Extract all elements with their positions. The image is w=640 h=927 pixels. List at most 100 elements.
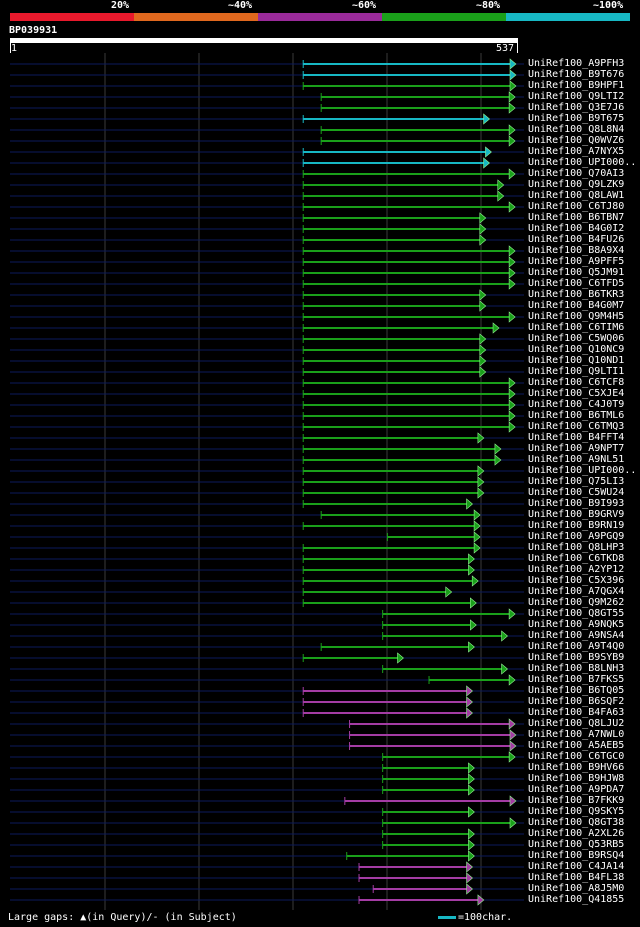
- hit-label[interactable]: UniRef100_A7NYX5: [528, 146, 625, 157]
- hit-label[interactable]: UniRef100_Q8LAW1: [528, 190, 625, 201]
- hit-label[interactable]: UniRef100_Q8L8N4: [528, 124, 625, 135]
- hit-label[interactable]: UniRef100_B9RN19: [528, 520, 625, 531]
- hit-label[interactable]: UniRef100_A9NSA4: [528, 630, 625, 641]
- hit-label[interactable]: UniRef100_B4G0I2: [528, 223, 625, 234]
- hit-label[interactable]: UniRef100_A9NPT7: [528, 443, 625, 454]
- hit-label[interactable]: UniRef100_B9HPF1: [528, 80, 625, 91]
- hit-label[interactable]: UniRef100_Q9LZK9: [528, 179, 625, 190]
- hit-label[interactable]: UniRef100_C6TCF8: [528, 377, 625, 388]
- hit-label[interactable]: UniRef100_B9HJW8: [528, 773, 625, 784]
- hit-arrow: [508, 674, 516, 686]
- hit-label[interactable]: UniRef100_B9T675: [528, 113, 625, 124]
- hit-label[interactable]: UniRef100_B9I993: [528, 498, 625, 509]
- hit-label[interactable]: UniRef100_C5X396: [528, 575, 625, 586]
- hit-label[interactable]: UniRef100_B4FFT4: [528, 432, 625, 443]
- hit-label[interactable]: UniRef100_C6TJ80: [528, 201, 625, 212]
- hit-label[interactable]: UniRef100_Q53RB5: [528, 839, 625, 850]
- hit-label[interactable]: UniRef100_A8J5M0: [528, 883, 625, 894]
- hit-label[interactable]: UniRef100_B4FU26: [528, 234, 625, 245]
- hit-label[interactable]: UniRef100_A9T4Q0: [528, 641, 625, 652]
- hit-label[interactable]: UniRef100_C5WQ06: [528, 333, 625, 344]
- hit-label[interactable]: UniRef100_Q5JM91: [528, 267, 625, 278]
- hit-label[interactable]: UniRef100_B7FKK9: [528, 795, 625, 806]
- hit-label[interactable]: UniRef100_B9RSQ4: [528, 850, 625, 861]
- hit-label[interactable]: UniRef100_B6TBN7: [528, 212, 625, 223]
- hit-label[interactable]: UniRef100_Q8GT38: [528, 817, 625, 828]
- hit-label[interactable]: UniRef100_C6TGC0: [528, 751, 625, 762]
- hit-label[interactable]: UniRef100_Q9M262: [528, 597, 625, 608]
- hit-label[interactable]: UniRef100_A9PFH3: [528, 58, 625, 69]
- hit-label[interactable]: UniRef100_B6SQF2: [528, 696, 625, 707]
- hit-label[interactable]: UniRef100_C4JA14: [528, 861, 625, 872]
- hit-label[interactable]: UniRef100_C6TMQ3: [528, 421, 625, 432]
- hit-label[interactable]: UniRef100_Q8LHP3: [528, 542, 625, 553]
- query-id: BP039931: [9, 25, 58, 36]
- hit-label[interactable]: UniRef100_Q0WVZ6: [528, 135, 625, 146]
- hit-arrow: [468, 762, 475, 774]
- hit-label[interactable]: UniRef100_UPI000..: [528, 157, 637, 168]
- hit-arrow: [494, 443, 502, 455]
- hit-label[interactable]: UniRef100_B4G0M7: [528, 300, 625, 311]
- hit-label[interactable]: UniRef100_B6TQ05: [528, 685, 625, 696]
- hit-label[interactable]: UniRef100_B9GRV9: [528, 509, 625, 520]
- gap-legend: Large gaps: ▲(in Query)/- (in Subject): [8, 912, 237, 923]
- hit-arrow: [501, 630, 509, 642]
- hit-arrow: [471, 575, 479, 587]
- hit-label[interactable]: UniRef100_C6TIM6: [528, 322, 625, 333]
- hit-label[interactable]: UniRef100_B6TKR3: [528, 289, 625, 300]
- hit-label[interactable]: UniRef100_B9HV66: [528, 762, 625, 773]
- hit-label[interactable]: UniRef100_A9PDA7: [528, 784, 625, 795]
- hit-label[interactable]: UniRef100_A7NWL0: [528, 729, 625, 740]
- hit-label[interactable]: UniRef100_B8LNH3: [528, 663, 625, 674]
- hit-label[interactable]: UniRef100_B9T676: [528, 69, 625, 80]
- hit-label[interactable]: UniRef100_A5AEB5: [528, 740, 625, 751]
- hit-label[interactable]: UniRef100_Q41855: [528, 894, 625, 905]
- hit-label[interactable]: UniRef100_B8A9X4: [528, 245, 625, 256]
- hit-label[interactable]: UniRef100_A9NQK5: [528, 619, 625, 630]
- hit-label[interactable]: UniRef100_A9PFF5: [528, 256, 625, 267]
- hit-arrow: [483, 113, 491, 125]
- hit-label[interactable]: UniRef100_B7FKS5: [528, 674, 625, 685]
- legend-segment: [10, 13, 134, 21]
- hit-label[interactable]: UniRef100_B6TML6: [528, 410, 625, 421]
- hit-arrow: [508, 377, 516, 389]
- hit-label[interactable]: UniRef100_C5XJE4: [528, 388, 625, 399]
- hit-label[interactable]: UniRef100_B4FL38: [528, 872, 625, 883]
- hit-label[interactable]: UniRef100_C4J0T9: [528, 399, 625, 410]
- hit-label[interactable]: UniRef100_Q9M4H5: [528, 311, 625, 322]
- hit-label[interactable]: UniRef100_Q8LJU2: [528, 718, 625, 729]
- ruler-end-label: 537: [496, 43, 515, 54]
- hit-arrow: [509, 740, 517, 752]
- hit-label[interactable]: UniRef100_Q9LTI2: [528, 91, 625, 102]
- hit-label[interactable]: UniRef100_C6TFD5: [528, 278, 625, 289]
- hit-label[interactable]: UniRef100_Q10ND1: [528, 355, 625, 366]
- hit-arrow: [466, 707, 474, 719]
- hit-label[interactable]: UniRef100_Q3E7J6: [528, 102, 625, 113]
- hit-label[interactable]: UniRef100_Q9SKY5: [528, 806, 625, 817]
- identity-legend-bar: 20% ~40% ~60% ~80% ~100%: [10, 0, 630, 21]
- hit-label[interactable]: UniRef100_A7QGX4: [528, 586, 625, 597]
- hit-label[interactable]: UniRef100_Q70AI3: [528, 168, 625, 179]
- legend-label: ~40%: [228, 0, 253, 11]
- hit-label[interactable]: UniRef100_A2YP12: [528, 564, 625, 575]
- hit-arrow: [477, 432, 485, 444]
- hit-label[interactable]: UniRef100_Q75LI3: [528, 476, 625, 487]
- hit-arrow: [473, 520, 481, 532]
- hit-label[interactable]: UniRef100_C6TKD8: [528, 553, 625, 564]
- hit-arrow: [508, 102, 516, 114]
- hit-arrow: [477, 894, 485, 906]
- hit-arrow: [479, 333, 487, 345]
- hit-label[interactable]: UniRef100_A9PGQ9: [528, 531, 625, 542]
- hit-label[interactable]: UniRef100_Q9LTI1: [528, 366, 625, 377]
- hit-label[interactable]: UniRef100_B9SYB9: [528, 652, 625, 663]
- hit-arrow: [397, 652, 404, 664]
- hit-label[interactable]: UniRef100_Q10NC9: [528, 344, 625, 355]
- hit-label[interactable]: UniRef100_UPI000..: [528, 465, 637, 476]
- hit-label[interactable]: UniRef100_A9NL51: [528, 454, 625, 465]
- hit-label[interactable]: UniRef100_B4FA63: [528, 707, 625, 718]
- hit-label[interactable]: UniRef100_Q8GT55: [528, 608, 625, 619]
- hit-label[interactable]: UniRef100_C5WU24: [528, 487, 625, 498]
- hit-label[interactable]: UniRef100_A2XL26: [528, 828, 625, 839]
- hit-arrow: [466, 498, 474, 510]
